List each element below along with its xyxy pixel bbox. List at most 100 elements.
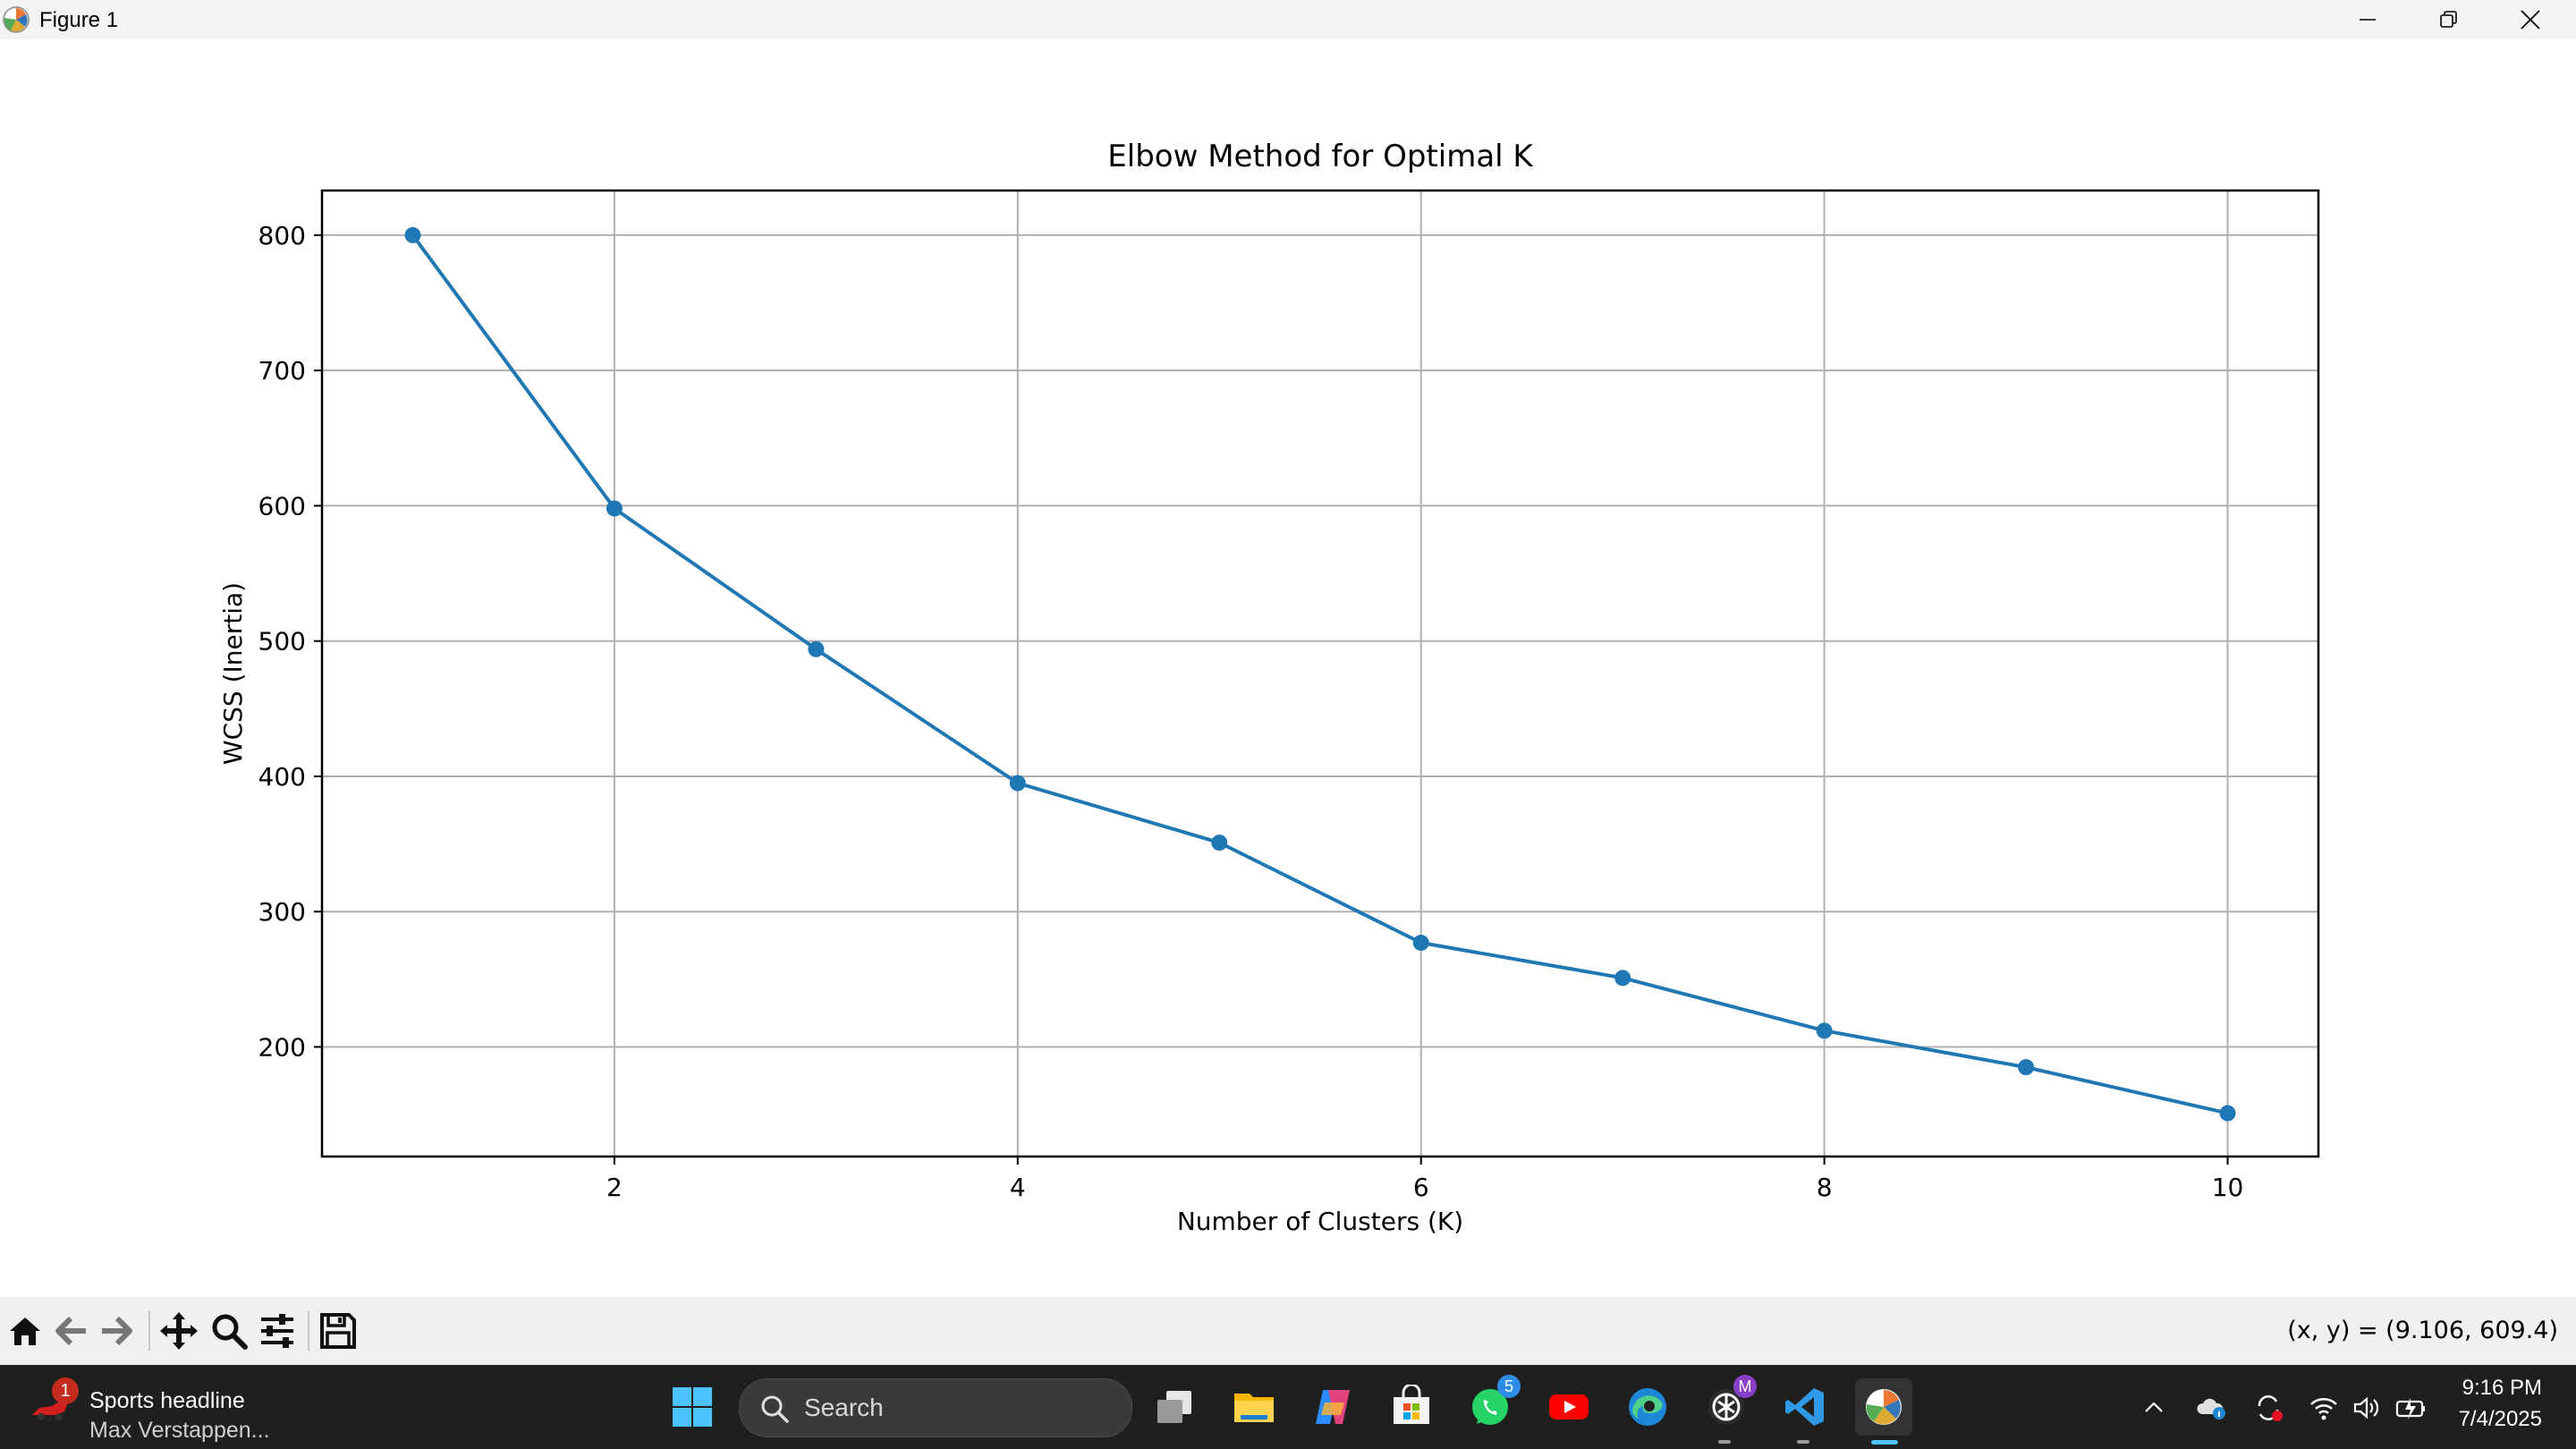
toolbar-separator [148,1311,150,1351]
toolbar-separator [308,1311,309,1351]
battery-charging-icon [2395,1398,2425,1419]
taskbar-microsoft-store[interactable] [1383,1378,1440,1436]
home-button[interactable] [4,1309,47,1352]
y-tick-label: 200 [258,1032,306,1062]
data-point [404,226,421,243]
x-tick-label: 2 [606,1173,623,1202]
minimize-icon [2360,19,2376,21]
wifi-icon [2310,1398,2337,1420]
figure-canvas[interactable]: 2 4 6 8 10 200 300 400 500 600 700 800 Elbow Metho… [0,39,2576,1297]
pan-button[interactable] [157,1309,200,1352]
taskbar-whatsapp[interactable]: 5 [1462,1375,1521,1436]
news-subtitle: Max Verstappen... [89,1418,270,1443]
taskbar-chatgpt[interactable]: M [1698,1375,1757,1436]
data-point [1009,775,1026,792]
home-icon [10,1318,40,1345]
task-view-icon [1157,1391,1191,1423]
minimize-button[interactable] [2327,0,2408,39]
file-explorer-icon [1234,1394,1274,1422]
chevron-up-icon [2145,1402,2163,1412]
data-point [2018,1059,2035,1076]
chatgpt-profile-badge: M [1733,1375,1757,1398]
close-icon [2521,10,2540,30]
forward-button[interactable] [95,1309,138,1352]
whatsapp-unread-badge: 5 [1497,1375,1521,1398]
data-point [1614,970,1631,987]
window-titlebar: Figure 1 [0,0,2576,39]
data-point [606,500,623,517]
x-axis-label: Number of Clusters (K) [1177,1207,1463,1236]
volume-tray[interactable] [2349,1390,2385,1426]
vscode-icon [1785,1388,1824,1426]
taskbar-matplotlib-figure[interactable] [1855,1378,1912,1436]
edge-icon [1629,1388,1666,1426]
save-button[interactable] [317,1309,360,1352]
data-point [1816,1022,1833,1039]
zoom-icon [212,1314,248,1350]
series-wcss [404,226,2236,1122]
copilot-icon [1316,1390,1350,1424]
race-car-icon [32,1401,68,1420]
network-tray[interactable] [2306,1390,2342,1426]
data-point [2219,1105,2236,1122]
taskbar-youtube[interactable] [1540,1378,1597,1436]
chatgpt-icon [1708,1389,1744,1425]
notification-badge: 1 [52,1377,79,1404]
sync-tray[interactable] [2250,1390,2286,1426]
microsoft-store-icon [1394,1385,1429,1424]
grid-lines [322,191,2318,1157]
x-tick-label: 8 [1817,1173,1833,1202]
forward-icon [102,1316,132,1346]
cloud-info-icon [2197,1398,2225,1419]
taskbar-search-box[interactable]: Search [739,1378,1132,1437]
taskbar-copilot[interactable] [1304,1378,1361,1436]
start-button[interactable] [664,1378,721,1436]
x-tick-label: 4 [1010,1173,1026,1202]
configure-icon [261,1314,293,1348]
data-point [1412,935,1429,952]
configure-subplots-button[interactable] [256,1309,299,1352]
zoom-button[interactable] [208,1309,250,1352]
matplotlib-icon [1866,1389,1902,1425]
back-icon [55,1316,86,1346]
running-indicator [1718,1440,1731,1444]
y-tick-label: 700 [258,356,306,386]
windows-start-icon [673,1387,712,1427]
restore-icon [2440,11,2457,28]
running-indicator [1797,1440,1809,1444]
cursor-coordinates: (x, y) = (9.106, 609.4) [2287,1317,2558,1344]
clock-time[interactable]: 9:16 PM [2462,1376,2542,1400]
elbow-chart: 2 4 6 8 10 200 300 400 500 600 700 800 Elbow Metho… [218,139,2320,1236]
search-icon [761,1395,789,1423]
window-title: Figure 1 [39,8,119,32]
back-button[interactable] [50,1309,93,1352]
clock-date[interactable]: 7/4/2025 [2458,1407,2542,1431]
x-axis: 2 4 6 8 10 [606,1157,2243,1202]
sync-icon [2258,1395,2283,1421]
series-line [411,233,2228,1115]
speaker-icon [2353,1396,2379,1419]
battery-tray[interactable] [2394,1390,2429,1426]
taskbar-file-explorer[interactable] [1225,1378,1283,1436]
matplotlib-app-icon [2,5,30,34]
restore-button[interactable] [2408,0,2488,39]
y-axis: 200 300 400 500 600 700 800 [258,221,322,1062]
news-widget[interactable]: 1 Sports headline Max Verstappen... [27,1377,295,1443]
chart-title: Elbow Method for Optimal K [1107,139,1534,174]
windows-taskbar: 1 Sports headline Max Verstappen... Sear… [0,1365,2576,1449]
y-tick-label: 500 [258,627,306,657]
x-tick-label: 6 [1413,1173,1429,1202]
y-tick-label: 300 [258,897,306,927]
y-tick-label: 800 [258,221,306,250]
onedrive-tray[interactable] [2193,1390,2229,1426]
search-placeholder: Search [804,1394,884,1421]
taskbar-edge[interactable] [1619,1378,1676,1436]
taskbar-task-view[interactable] [1147,1378,1204,1436]
show-hidden-icons-button[interactable] [2136,1390,2172,1426]
y-axis-label: WCSS (Inertia) [218,582,248,765]
taskbar-vscode[interactable] [1776,1378,1834,1436]
plot-frame [320,189,2320,1158]
close-button[interactable] [2490,0,2571,39]
data-point [808,640,825,657]
save-icon [320,1313,356,1349]
